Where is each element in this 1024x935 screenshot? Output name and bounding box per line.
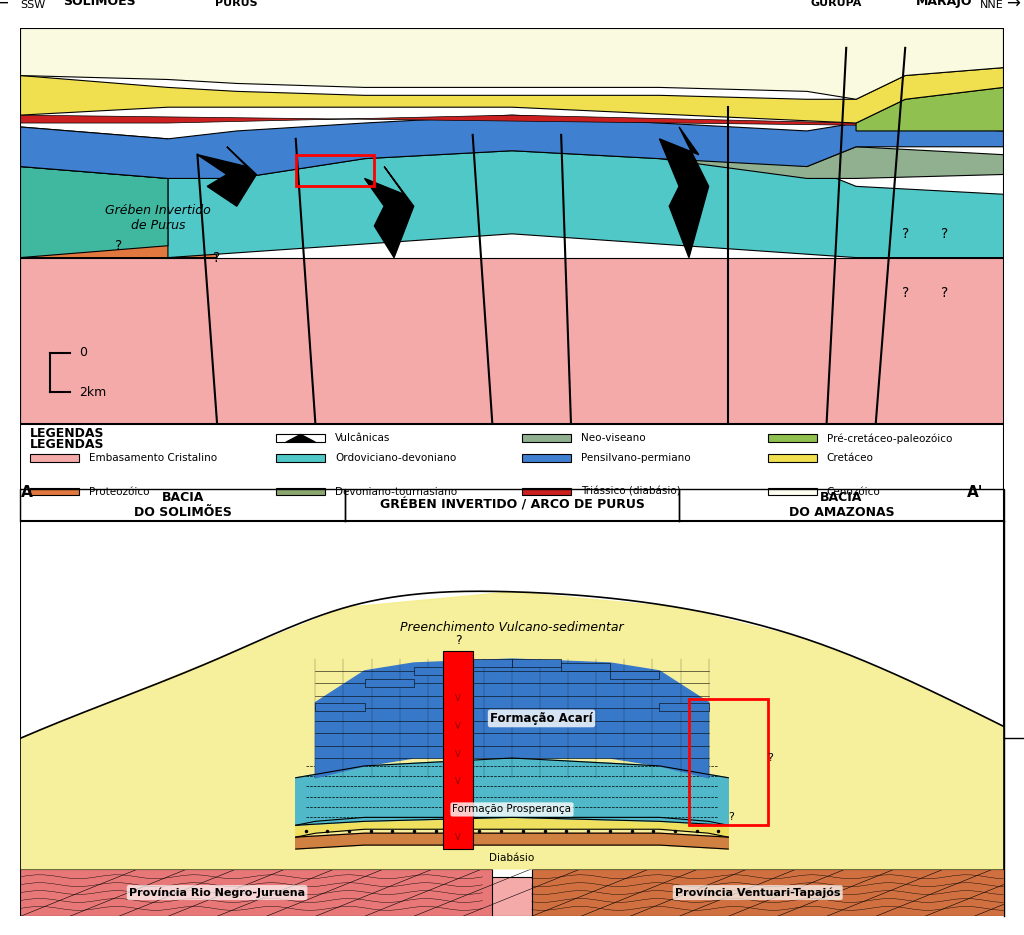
Polygon shape bbox=[531, 869, 1004, 916]
Text: ?: ? bbox=[941, 227, 948, 241]
Text: Preenchimento Vulcano-sedimentar: Preenchimento Vulcano-sedimentar bbox=[400, 621, 624, 634]
Text: 2km: 2km bbox=[80, 385, 106, 398]
Bar bbox=[31, 488, 80, 496]
Text: ?: ? bbox=[213, 251, 221, 265]
Bar bbox=[276, 435, 326, 442]
Text: Grében Invertido
de Purus: Grében Invertido de Purus bbox=[105, 204, 211, 232]
Text: Pensilvano-permiano: Pensilvano-permiano bbox=[581, 453, 690, 463]
Text: Embasamento Cristalino: Embasamento Cristalino bbox=[89, 453, 217, 463]
Polygon shape bbox=[856, 194, 1004, 257]
Bar bbox=[315, 702, 365, 711]
Text: ?: ? bbox=[901, 227, 909, 241]
Text: V: V bbox=[455, 777, 461, 786]
Polygon shape bbox=[20, 257, 1004, 424]
Polygon shape bbox=[198, 147, 256, 206]
Text: BACIA DO
SOLIMÕES: BACIA DO SOLIMÕES bbox=[62, 0, 135, 8]
Polygon shape bbox=[296, 758, 728, 826]
Bar bbox=[512, 659, 561, 667]
Text: Ordoviciano-devoniano: Ordoviciano-devoniano bbox=[335, 453, 457, 463]
Polygon shape bbox=[20, 115, 1004, 131]
Bar bbox=[365, 679, 414, 687]
Text: ?: ? bbox=[941, 286, 948, 300]
Text: Formação Acarí: Formação Acarí bbox=[490, 712, 593, 725]
Text: ?: ? bbox=[728, 813, 734, 823]
Text: V: V bbox=[455, 833, 461, 842]
Polygon shape bbox=[20, 166, 217, 257]
Text: →: → bbox=[1007, 0, 1020, 12]
Bar bbox=[276, 453, 326, 462]
Bar bbox=[296, 154, 375, 186]
Text: ?: ? bbox=[901, 286, 909, 300]
Polygon shape bbox=[296, 833, 728, 849]
Polygon shape bbox=[20, 28, 1004, 99]
Text: Cenozóico: Cenozóico bbox=[826, 486, 881, 496]
Text: ?: ? bbox=[115, 238, 123, 252]
Text: Cretáceo: Cretáceo bbox=[826, 453, 873, 463]
Bar bbox=[689, 698, 768, 826]
Polygon shape bbox=[296, 817, 728, 837]
Polygon shape bbox=[659, 127, 709, 257]
Polygon shape bbox=[20, 166, 168, 257]
Text: Neo-viseano: Neo-viseano bbox=[581, 433, 645, 443]
Text: V: V bbox=[455, 750, 461, 758]
Text: V: V bbox=[455, 694, 461, 703]
Text: Devoniano-tournasiano: Devoniano-tournasiano bbox=[335, 486, 457, 496]
Bar bbox=[768, 453, 817, 462]
Bar bbox=[768, 435, 817, 442]
Text: Proteozóico: Proteozóico bbox=[89, 486, 150, 496]
Polygon shape bbox=[20, 67, 1004, 123]
Text: LEGENDAS: LEGENDAS bbox=[31, 439, 104, 452]
Bar bbox=[31, 453, 80, 462]
Polygon shape bbox=[365, 166, 414, 257]
Text: Vulcânicas: Vulcânicas bbox=[335, 433, 390, 443]
Bar bbox=[768, 488, 817, 496]
Polygon shape bbox=[315, 659, 709, 778]
Bar bbox=[463, 659, 512, 667]
Text: Província Ventuari-Tapajós: Província Ventuari-Tapajós bbox=[675, 887, 841, 898]
Bar bbox=[610, 671, 659, 679]
Text: Província Rio Negro-Juruena: Província Rio Negro-Juruena bbox=[129, 887, 305, 898]
Text: 0: 0 bbox=[80, 346, 87, 359]
Polygon shape bbox=[20, 115, 1004, 179]
Text: ARCO DE
GURUPÁ: ARCO DE GURUPÁ bbox=[809, 0, 864, 8]
Text: BACIA DO
MARAJÓ: BACIA DO MARAJÓ bbox=[910, 0, 978, 8]
Text: NNE: NNE bbox=[980, 0, 1004, 10]
Polygon shape bbox=[168, 139, 1004, 257]
Polygon shape bbox=[286, 435, 315, 442]
Text: A': A' bbox=[968, 485, 984, 500]
Bar bbox=[414, 667, 463, 675]
Polygon shape bbox=[20, 127, 168, 179]
Polygon shape bbox=[20, 592, 1004, 869]
Text: GRÉBEN INVERTIDO / ARCO DE PURUS: GRÉBEN INVERTIDO / ARCO DE PURUS bbox=[380, 498, 644, 511]
Bar bbox=[561, 663, 610, 671]
Text: LEGENDAS: LEGENDAS bbox=[31, 427, 104, 440]
Text: Diabásio: Diabásio bbox=[489, 853, 535, 863]
Text: A: A bbox=[20, 485, 32, 500]
Polygon shape bbox=[856, 87, 1004, 131]
Text: Formação Prosperança: Formação Prosperança bbox=[453, 804, 571, 814]
Text: ←: ← bbox=[0, 0, 8, 12]
Bar bbox=[659, 702, 709, 711]
Polygon shape bbox=[20, 877, 1004, 916]
Text: ?: ? bbox=[768, 753, 773, 763]
Bar bbox=[522, 488, 571, 496]
Text: BACIA
DO AMAZONAS: BACIA DO AMAZONAS bbox=[788, 491, 894, 519]
Bar bbox=[443, 651, 473, 849]
Text: V: V bbox=[455, 722, 461, 731]
Polygon shape bbox=[168, 139, 1004, 179]
Bar bbox=[522, 435, 571, 442]
Text: SSW: SSW bbox=[20, 0, 46, 10]
Bar bbox=[522, 453, 571, 462]
Text: Triássico (diabásio): Triássico (diabásio) bbox=[581, 486, 681, 496]
Text: V: V bbox=[455, 805, 461, 814]
Bar bbox=[276, 488, 326, 496]
Polygon shape bbox=[20, 869, 493, 916]
Text: Pré-cretáceo-paleozóico: Pré-cretáceo-paleozóico bbox=[826, 433, 952, 443]
Text: ?: ? bbox=[455, 634, 461, 647]
Text: BACIA
DO SOLIMÕES: BACIA DO SOLIMÕES bbox=[134, 491, 231, 519]
Text: ARCO DE
PURUS: ARCO DE PURUS bbox=[209, 0, 264, 8]
